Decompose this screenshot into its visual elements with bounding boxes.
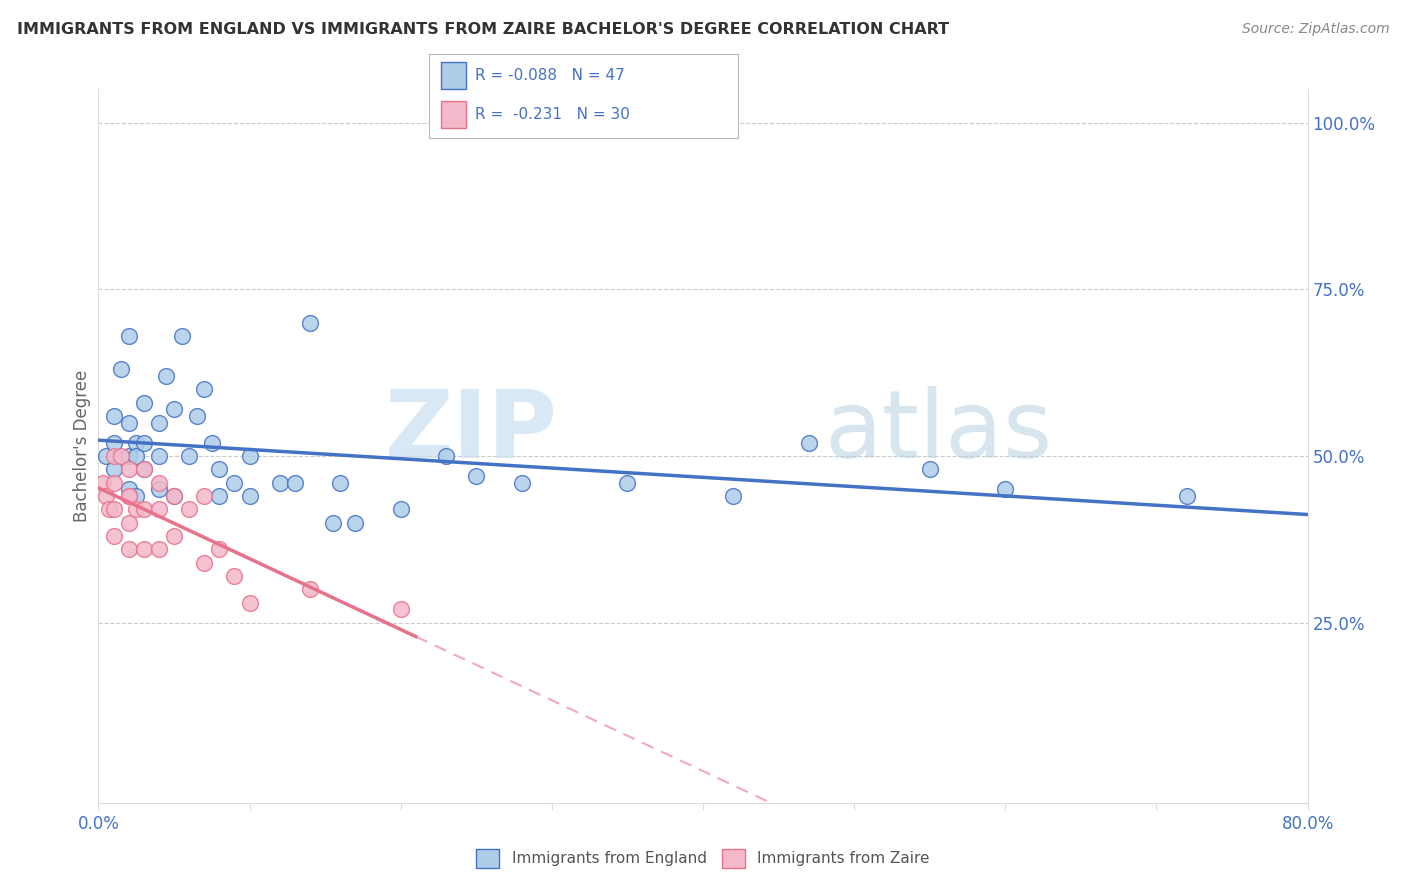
Point bbox=[163, 402, 186, 417]
Point bbox=[132, 462, 155, 476]
Text: R =  -0.231   N = 30: R = -0.231 N = 30 bbox=[475, 107, 630, 122]
Point bbox=[94, 489, 117, 503]
Point bbox=[284, 475, 307, 490]
Point bbox=[186, 409, 208, 423]
Point bbox=[118, 542, 141, 557]
Point bbox=[125, 489, 148, 503]
Point bbox=[118, 516, 141, 530]
Point bbox=[118, 483, 141, 497]
Point bbox=[224, 569, 246, 583]
Text: IMMIGRANTS FROM ENGLAND VS IMMIGRANTS FROM ZAIRE BACHELOR'S DEGREE CORRELATION C: IMMIGRANTS FROM ENGLAND VS IMMIGRANTS FR… bbox=[17, 22, 949, 37]
Point bbox=[208, 542, 231, 557]
Point bbox=[224, 475, 246, 490]
Point bbox=[723, 489, 745, 503]
Point bbox=[239, 489, 262, 503]
Point bbox=[132, 395, 155, 409]
Point bbox=[148, 483, 170, 497]
Point bbox=[465, 469, 488, 483]
Point bbox=[98, 502, 121, 516]
Point bbox=[329, 475, 352, 490]
Text: atlas: atlas bbox=[824, 385, 1052, 478]
Y-axis label: Bachelor's Degree: Bachelor's Degree bbox=[73, 370, 91, 522]
Text: ZIP: ZIP bbox=[385, 385, 558, 478]
Point bbox=[163, 489, 186, 503]
Point bbox=[118, 449, 141, 463]
Bar bbox=[441, 62, 465, 89]
Point bbox=[510, 475, 533, 490]
Point bbox=[797, 435, 820, 450]
Point bbox=[91, 475, 114, 490]
Point bbox=[434, 449, 457, 463]
Point bbox=[208, 489, 231, 503]
Point bbox=[239, 596, 262, 610]
Point bbox=[103, 462, 125, 476]
Point bbox=[94, 449, 117, 463]
Point bbox=[118, 489, 141, 503]
Point bbox=[322, 516, 344, 530]
Text: R = -0.088   N = 47: R = -0.088 N = 47 bbox=[475, 68, 626, 83]
Point bbox=[103, 409, 125, 423]
Point bbox=[125, 435, 148, 450]
Point bbox=[132, 502, 155, 516]
Point bbox=[110, 362, 132, 376]
Point bbox=[118, 489, 141, 503]
Point bbox=[389, 502, 412, 516]
Point bbox=[125, 502, 148, 516]
Point bbox=[148, 542, 170, 557]
Point bbox=[103, 435, 125, 450]
Point bbox=[170, 329, 193, 343]
Point bbox=[179, 502, 201, 516]
Point bbox=[994, 483, 1017, 497]
Point bbox=[179, 449, 201, 463]
Point bbox=[118, 416, 141, 430]
Point bbox=[918, 462, 941, 476]
Point bbox=[132, 435, 155, 450]
Point bbox=[103, 502, 125, 516]
Point bbox=[163, 489, 186, 503]
Point bbox=[269, 475, 291, 490]
Point bbox=[103, 475, 125, 490]
Point bbox=[103, 529, 125, 543]
Point bbox=[148, 449, 170, 463]
Point bbox=[118, 329, 141, 343]
Point bbox=[239, 449, 262, 463]
Point bbox=[148, 416, 170, 430]
Point bbox=[208, 462, 231, 476]
Point bbox=[299, 316, 322, 330]
Point bbox=[1175, 489, 1198, 503]
Point bbox=[616, 475, 638, 490]
Point bbox=[118, 462, 141, 476]
Bar bbox=[441, 101, 465, 128]
Point bbox=[193, 556, 215, 570]
Point bbox=[155, 368, 177, 383]
Point bbox=[193, 382, 215, 396]
Point bbox=[389, 602, 412, 616]
Point bbox=[163, 529, 186, 543]
Point bbox=[148, 475, 170, 490]
Point bbox=[132, 542, 155, 557]
Point bbox=[193, 489, 215, 503]
Point bbox=[125, 449, 148, 463]
Point bbox=[148, 502, 170, 516]
Text: Source: ZipAtlas.com: Source: ZipAtlas.com bbox=[1241, 22, 1389, 37]
Point bbox=[344, 516, 367, 530]
Point bbox=[110, 449, 132, 463]
Point bbox=[132, 462, 155, 476]
Legend: Immigrants from England, Immigrants from Zaire: Immigrants from England, Immigrants from… bbox=[471, 843, 935, 873]
Point bbox=[103, 449, 125, 463]
Point bbox=[299, 582, 322, 597]
Point bbox=[201, 435, 224, 450]
